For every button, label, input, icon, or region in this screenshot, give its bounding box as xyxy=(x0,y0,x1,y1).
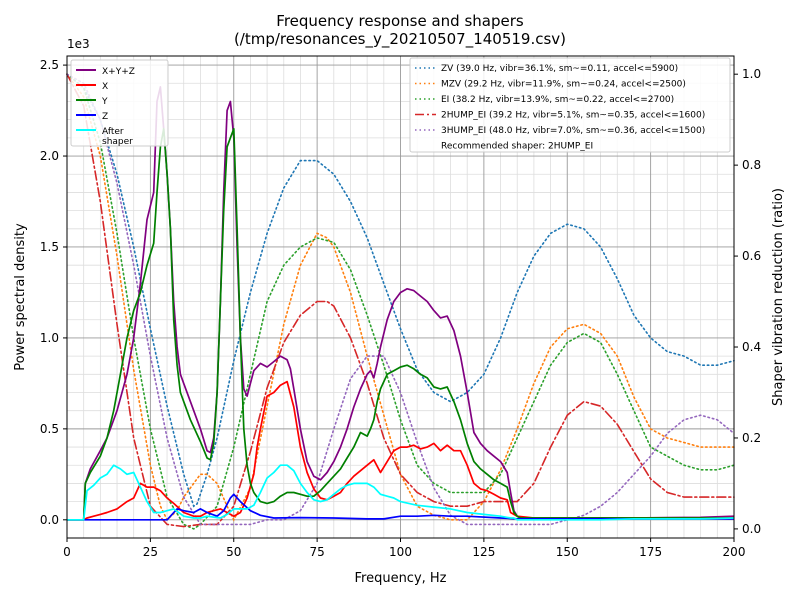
y-tick-label: 0.5 xyxy=(40,422,59,436)
x-axis-label: Frequency, Hz xyxy=(354,571,446,586)
legend-label: 2HUMP_EI (39.2 Hz, vibr=5.1%, sm~=0.35, … xyxy=(441,111,705,121)
legend-label: Z xyxy=(102,112,108,122)
legend-shapers: ZV (39.0 Hz, vibr=36.1%, sm~=0.11, accel… xyxy=(409,57,731,153)
legend-label: After xyxy=(102,127,124,137)
x-tick-label: 150 xyxy=(556,545,579,559)
shaper-curve xyxy=(66,73,735,526)
legend-label: X xyxy=(102,82,108,92)
y-tick-label: 1.5 xyxy=(40,240,59,254)
psd-curve xyxy=(67,493,734,521)
x-tick-label: 50 xyxy=(226,545,241,559)
legend-box xyxy=(409,57,731,153)
x-tick-label: 100 xyxy=(389,545,412,559)
legend-label: shaper xyxy=(102,137,133,147)
x-tick-label: 175 xyxy=(639,545,662,559)
shaper-curve xyxy=(66,73,735,528)
x-tick-label: 125 xyxy=(472,545,495,559)
legend-box xyxy=(70,59,169,147)
y2-tick-label: 0.4 xyxy=(742,340,761,354)
legend-label: Y xyxy=(101,97,108,107)
x-tick-label: 200 xyxy=(723,545,746,559)
shaper-curve xyxy=(66,73,735,508)
y-tick-label: 2.5 xyxy=(40,58,59,72)
legend-label: MZV (29.2 Hz, vibr=11.9%, sm~=0.24, acce… xyxy=(441,80,686,90)
y2-axis-label: Shaper vibration reduction (ratio) xyxy=(771,188,786,406)
y-tick-label: 1.0 xyxy=(40,331,59,345)
y2-tick-label: 0.8 xyxy=(742,158,761,172)
y-tick-label: 0.0 xyxy=(40,513,59,527)
y2-tick-label: 0.2 xyxy=(742,431,761,445)
chart-subtitle: (/tmp/resonances_y_20210507_140519.csv) xyxy=(234,30,566,49)
y2-tick-label: 0.6 xyxy=(742,249,761,263)
y2-tick-label: 0.0 xyxy=(742,522,761,536)
recommended-shaper-note: Recommended shaper: 2HUMP_EI xyxy=(441,142,593,152)
chart-title: Frequency response and shapers xyxy=(276,12,524,30)
x-tick-label: 25 xyxy=(143,545,158,559)
legend-label: EI (38.2 Hz, vibr=13.9%, sm~=0.22, accel… xyxy=(441,95,674,105)
legend-label: 3HUMP_EI (48.0 Hz, vibr=7.0%, sm~=0.36, … xyxy=(441,126,705,136)
y-offset-label: 1e3 xyxy=(67,37,90,51)
y2-tick-label: 1.0 xyxy=(742,67,761,81)
legend-label: X+Y+Z xyxy=(102,67,135,77)
x-tick-label: 0 xyxy=(63,545,71,559)
y-axis-label: Power spectral density xyxy=(13,223,28,371)
x-tick-label: 75 xyxy=(309,545,324,559)
legend-label: ZV (39.0 Hz, vibr=36.1%, sm~=0.11, accel… xyxy=(441,64,678,74)
shaper-curve xyxy=(66,73,735,530)
psd-curve xyxy=(67,464,735,521)
y-tick-label: 2.0 xyxy=(40,149,59,163)
